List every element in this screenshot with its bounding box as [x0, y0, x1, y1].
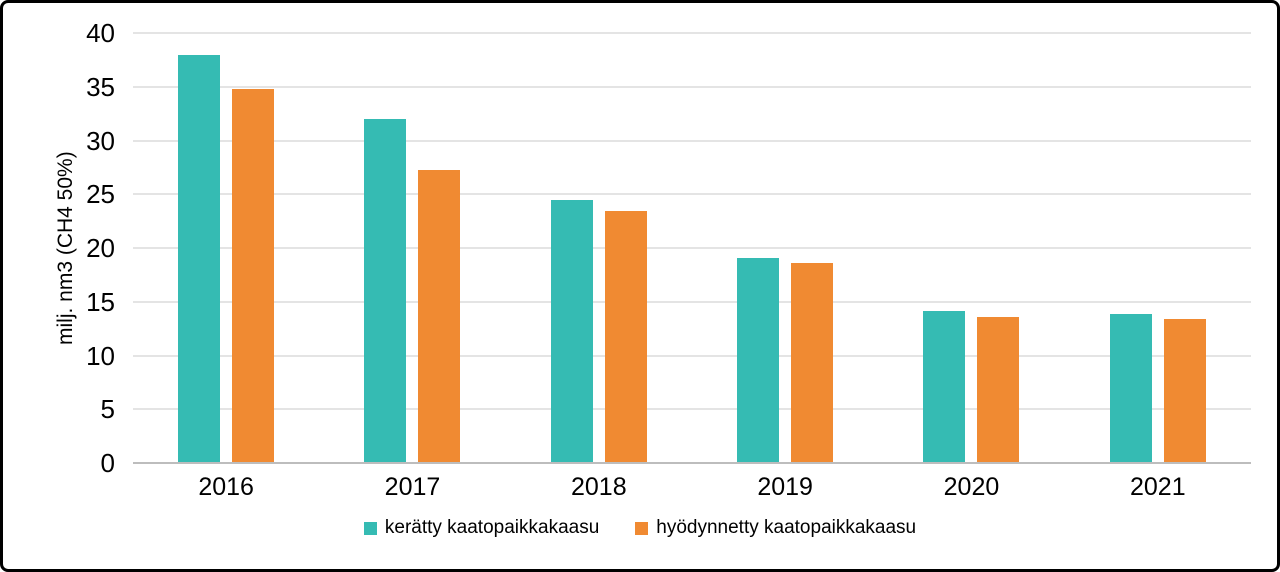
- gridline: [133, 300, 1251, 303]
- gridline: [133, 354, 1251, 357]
- bar-series1-2019: [737, 257, 780, 463]
- x-axis-label-2017: 2017: [384, 473, 441, 501]
- x-axis-label-2020: 2020: [943, 473, 1000, 501]
- y-tick-label: 25: [86, 179, 115, 210]
- gridline: [133, 408, 1251, 411]
- legend-item-2: hyödynnetty kaatopaikkakaasu: [635, 517, 916, 539]
- x-axis-line: [133, 462, 1251, 464]
- gridline: [133, 193, 1251, 196]
- x-axis-label-2019: 2019: [757, 473, 813, 501]
- legend-label: kerätty kaatopaikkakaasu: [384, 517, 600, 538]
- bar-group-2019: [692, 33, 878, 463]
- x-axis-label-2018: 2018: [571, 473, 627, 501]
- bar-series2-2017: [418, 169, 461, 463]
- x-axis-label-2021: 2021: [1129, 473, 1186, 501]
- y-tick-label: 10: [86, 340, 115, 371]
- legend: kerätty kaatopaikkakaasu hyödynnetty kaat…: [3, 517, 1277, 539]
- gridline: [133, 85, 1251, 88]
- bar-series1-2018: [550, 199, 593, 463]
- bar-series2-2018: [604, 211, 647, 463]
- bar-series1-2016: [178, 54, 221, 463]
- y-tick-label: 15: [86, 286, 115, 317]
- bar-groups: [133, 33, 1251, 463]
- gridline: [133, 139, 1251, 142]
- legend-swatch-icon: [635, 521, 649, 535]
- y-tick-label: 0: [100, 448, 115, 478]
- y-tick-label: 5: [100, 394, 115, 425]
- bar-group-2016: [133, 33, 319, 463]
- y-axis-ticks: 0 5 10 15 20 25 30 35 40: [3, 20, 115, 476]
- y-tick-label: 35: [86, 71, 115, 102]
- bar-group-2020: [878, 33, 1064, 463]
- y-tick-label: 40: [86, 18, 115, 48]
- bar-series2-2021: [1163, 318, 1206, 463]
- bar-group-2018: [506, 33, 692, 463]
- gridline: [133, 32, 1251, 34]
- x-axis-label-2016: 2016: [198, 473, 254, 501]
- bar-series1-2021: [1109, 313, 1152, 463]
- gridline: [133, 247, 1251, 249]
- plot-area: [133, 32, 1251, 464]
- legend-item-1: kerätty kaatopaikkakaasu: [363, 517, 600, 539]
- legend-label: hyödynnetty kaatopaikkakaasu: [656, 517, 917, 538]
- bar-series1-2020: [923, 311, 966, 463]
- bar-group-2017: [319, 33, 505, 463]
- y-tick-label: 30: [86, 125, 115, 156]
- bar-series2-2020: [977, 316, 1020, 463]
- legend-swatch-icon: [363, 521, 377, 535]
- bar-series2-2016: [232, 88, 275, 463]
- bar-group-2021: [1065, 33, 1251, 463]
- bar-series2-2019: [791, 263, 834, 463]
- y-tick-label: 20: [86, 233, 115, 263]
- bar-series1-2017: [364, 119, 407, 463]
- x-axis-labels: 2016 2017 2018 2019 2020 2021: [133, 473, 1251, 502]
